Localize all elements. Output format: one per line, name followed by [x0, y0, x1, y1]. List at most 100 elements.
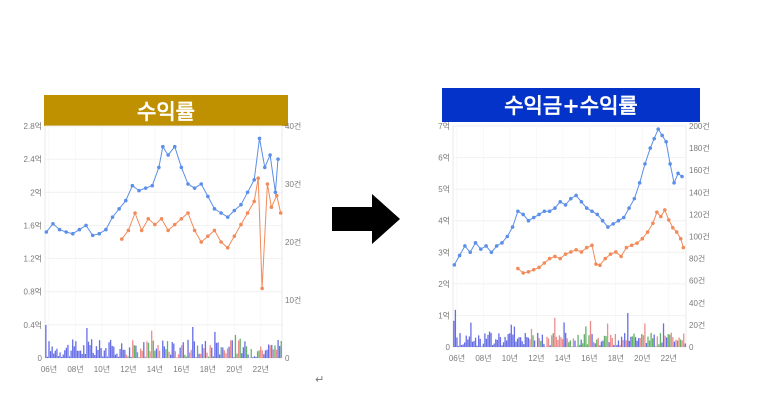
volume-bar [605, 336, 607, 347]
volume-bar [100, 348, 102, 358]
volume-bar [64, 350, 66, 358]
y-right-tick-label: 10건 [285, 295, 301, 305]
volume-bar [68, 356, 71, 358]
volume-bar [482, 343, 484, 347]
plot-area [452, 125, 687, 348]
data-point-0 [632, 196, 637, 201]
volume-bar [173, 343, 175, 358]
data-point-1 [594, 262, 598, 266]
data-point-1 [579, 250, 584, 254]
volume-bar [669, 334, 671, 347]
volume-bar [460, 345, 463, 347]
data-point-1 [574, 247, 578, 252]
data-point-1 [139, 228, 144, 233]
volume-bar [645, 342, 648, 347]
y-left-tick-label: 4억 [438, 216, 450, 226]
data-point-1 [681, 245, 686, 250]
data-point-0 [252, 178, 256, 182]
volume-bar [222, 347, 224, 358]
volume-bar [181, 345, 183, 358]
data-point-1 [608, 252, 613, 256]
volume-bar [484, 333, 486, 347]
volume-bar [72, 339, 74, 358]
data-point-1 [598, 263, 602, 268]
volume-bar [675, 339, 677, 347]
volume-bar [681, 340, 683, 347]
volume-bar [642, 335, 644, 347]
volume-bar [464, 342, 466, 347]
volume-bar [106, 356, 109, 358]
volume-bar [171, 342, 173, 358]
volume-bar [45, 324, 47, 358]
volume-bar [495, 339, 497, 347]
data-point-0 [273, 190, 278, 195]
data-point-0 [44, 230, 49, 234]
data-point-1 [278, 211, 283, 215]
volume-bar [130, 356, 132, 358]
volume-bar [496, 339, 498, 347]
y-right-tick-label: 60건 [689, 276, 705, 286]
volume-bar [188, 352, 191, 358]
data-point-0 [494, 244, 499, 248]
volume-bar [608, 342, 610, 347]
volume-bar [245, 346, 248, 358]
volume-bar [264, 350, 267, 358]
volume-bar [473, 341, 475, 347]
volume-bar [513, 326, 516, 347]
data-point-0 [90, 233, 95, 238]
y-left-tick-label: 1.6억 [24, 220, 42, 230]
volume-bar [476, 345, 478, 347]
volume-bar [600, 341, 603, 347]
y-left-tick-label: 2억 [438, 279, 450, 289]
volume-bar [209, 345, 211, 358]
data-point-0 [574, 193, 578, 198]
volume-bar [176, 357, 178, 358]
y-right-tick-label: 140건 [689, 187, 710, 197]
data-point-0 [489, 250, 494, 255]
volume-bar [73, 346, 75, 358]
volume-bar [67, 344, 69, 358]
data-point-1 [670, 225, 675, 230]
volume-bar [247, 354, 249, 358]
data-point-0 [616, 218, 621, 223]
data-point-0 [521, 212, 525, 217]
volume-bar [132, 340, 134, 358]
data-point-0 [268, 153, 272, 157]
volume-bar [487, 334, 489, 347]
volume-bar [627, 312, 629, 347]
volume-bar [121, 343, 123, 358]
volume-bar [154, 350, 156, 358]
volume-bar [151, 330, 153, 358]
volume-bar [87, 341, 90, 358]
volume-bar [89, 345, 91, 358]
chart-title-left: 수익률 [44, 95, 288, 126]
data-point-1 [133, 211, 137, 215]
volume-bar [467, 339, 469, 347]
volume-bar [211, 347, 213, 358]
data-point-1 [590, 243, 594, 248]
data-point-1 [635, 241, 639, 245]
data-point-0 [680, 174, 684, 179]
x-tick-label: 12년 [528, 353, 544, 363]
volume-bar [655, 346, 657, 347]
data-point-0 [516, 209, 520, 214]
volume-bar [454, 309, 457, 347]
data-point-0 [542, 209, 547, 214]
volume-bar [184, 354, 186, 358]
volume-bar [516, 338, 519, 347]
volume-bar [551, 335, 553, 347]
data-point-0 [262, 165, 267, 170]
volume-bar [462, 344, 464, 347]
volume-bar [271, 344, 273, 358]
volume-bar [165, 349, 167, 358]
data-point-0 [206, 194, 210, 199]
y-left-tick-label: 0 [38, 354, 43, 363]
volume-bar [614, 333, 617, 347]
volume-bar [94, 354, 96, 358]
data-point-1 [547, 256, 552, 261]
volume-bar [510, 324, 512, 347]
x-tick-label: 18년 [608, 353, 624, 363]
y-left-tick-label: 6억 [438, 153, 450, 163]
volume-bar [638, 338, 640, 347]
volume-bar [633, 333, 635, 347]
